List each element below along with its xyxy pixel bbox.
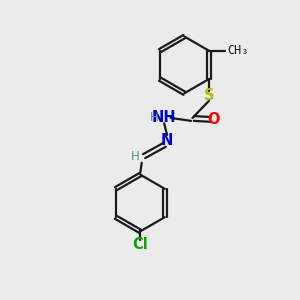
Text: Cl: Cl bbox=[132, 237, 148, 252]
Text: O: O bbox=[208, 112, 220, 127]
Text: NH: NH bbox=[152, 110, 176, 125]
Text: H: H bbox=[150, 111, 159, 124]
Text: S: S bbox=[204, 88, 214, 103]
Text: N: N bbox=[161, 133, 173, 148]
Text: CH₃: CH₃ bbox=[227, 44, 249, 57]
Text: H: H bbox=[131, 150, 140, 163]
